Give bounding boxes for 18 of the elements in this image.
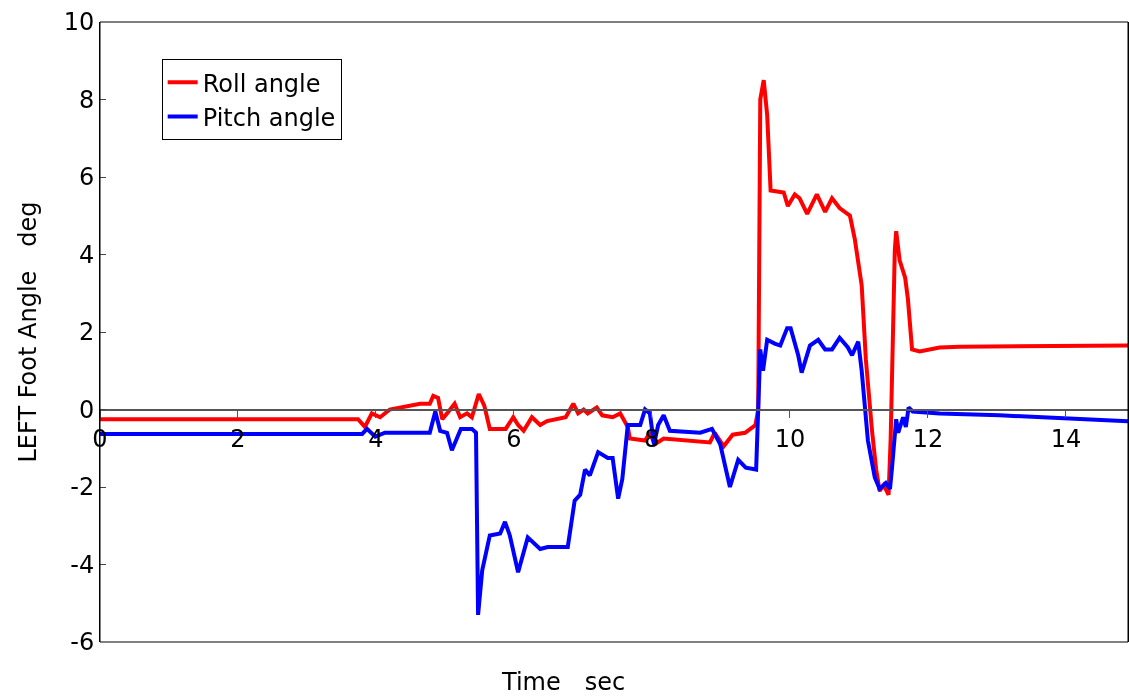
y-tick-label: -4 [70,550,95,579]
y-axis-title: LEFT Foot Angle deg [13,201,42,463]
y-tick-label: 2 [78,318,95,347]
x-tick-label: 6 [506,425,522,454]
y-tick-label: 8 [78,85,95,114]
y-tick-label: 4 [78,240,95,269]
y-tick-label: -2 [70,473,95,502]
x-tick-label: 8 [644,425,660,454]
x-tick-label: 12 [912,425,944,454]
y-tick-label: -6 [70,628,95,657]
x-tick-label: 14 [1050,425,1082,454]
legend-label: Roll angle [202,69,321,98]
legend-label: Pitch angle [202,103,336,132]
y-tick-label: 10 [63,8,95,37]
x-tick-label: 10 [774,425,806,454]
y-tick-label: 0 [78,395,95,424]
x-axis-title: Time sec [501,668,626,696]
y-tick-label: 6 [78,163,95,192]
